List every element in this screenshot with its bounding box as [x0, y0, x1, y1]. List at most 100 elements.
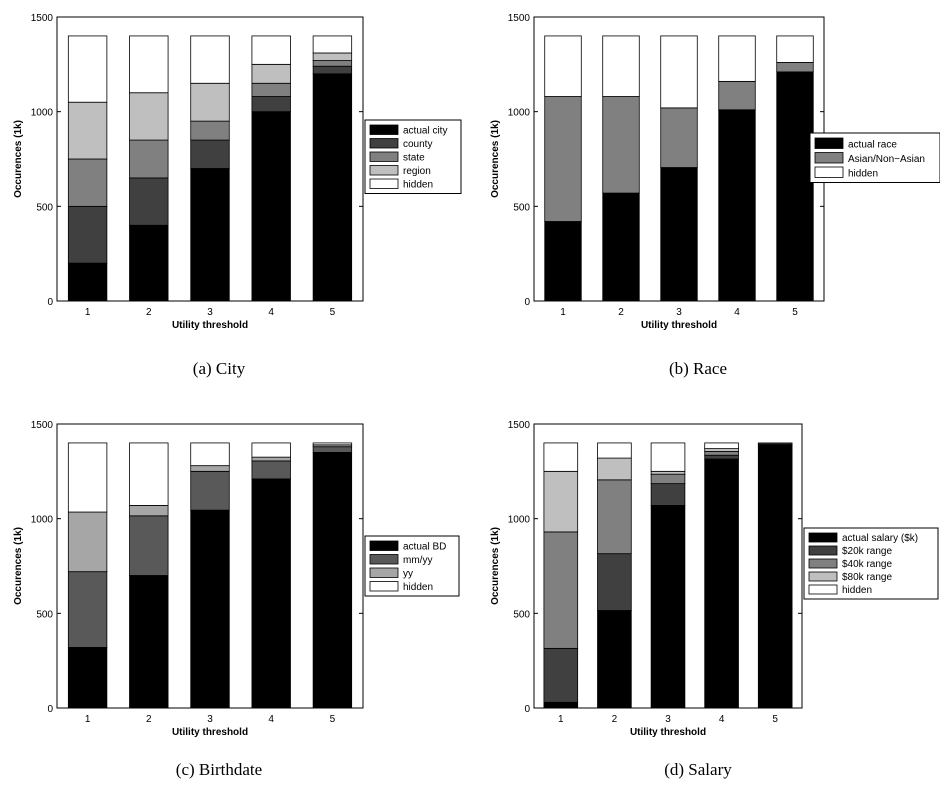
bar-segment	[251, 111, 291, 302]
bar-segment	[67, 205, 108, 264]
bar-segment	[704, 454, 739, 460]
bar-segment	[129, 224, 169, 302]
bar-segment	[704, 442, 739, 450]
bar-segment	[312, 446, 353, 453]
legend-entry: actual city	[403, 126, 447, 137]
legend-entry: hidden	[403, 582, 433, 593]
bar-segment	[190, 168, 230, 302]
bar-segment	[757, 442, 793, 445]
bar-segment	[251, 442, 291, 458]
y-tick-label: 0	[47, 704, 53, 715]
bar-segment	[312, 442, 353, 446]
legend: actual city county state region hidden	[364, 119, 462, 194]
bar-segment	[190, 509, 230, 709]
bar-segment	[251, 460, 291, 480]
legend: actual BD mm/yy yy hidden	[364, 535, 460, 597]
bar-segment	[129, 35, 169, 94]
bar-segment	[718, 80, 756, 111]
x-tick-label: 5	[792, 307, 798, 318]
bar-segment	[650, 483, 686, 506]
bar-segment	[129, 177, 169, 226]
legend-entry: mm/yy	[403, 555, 432, 566]
bar-segment	[718, 35, 756, 82]
y-tick-label: 500	[36, 202, 53, 213]
bar-segment	[650, 505, 686, 709]
bar-segment	[312, 451, 353, 709]
legend-entry: county	[403, 139, 432, 150]
bar-segment	[776, 71, 814, 302]
x-tick-label: 2	[612, 714, 618, 725]
x-tick-label: 1	[85, 714, 91, 725]
bar-segment	[597, 553, 632, 611]
bar-segment	[129, 575, 169, 709]
legend-swatch	[369, 151, 399, 162]
bar-segment	[597, 457, 632, 481]
bar-segment	[251, 35, 291, 65]
bar-segment	[597, 442, 632, 459]
bar-segment	[190, 82, 230, 122]
y-tick-label: 1000	[31, 515, 54, 526]
bar-segment	[251, 96, 291, 113]
subplot-1: 1 2 3 4 5 0 500 1000 1500 Utility threshold Occure…	[13, 13, 462, 378]
y-axis-label: Occurences (1k)	[13, 120, 24, 198]
y-tick-label: 1000	[508, 108, 531, 119]
bar-segment	[543, 470, 579, 533]
x-tick-label: 2	[618, 307, 624, 318]
x-tick-label: 5	[330, 307, 336, 318]
legend-swatch	[814, 152, 844, 164]
subplot-3: 1 2 3 4 5 0 500 1000 1500 Utility threshold Occure…	[13, 420, 460, 779]
legend-swatch	[369, 567, 399, 578]
y-axis-label: Occurences (1k)	[13, 527, 24, 605]
bar-segment	[129, 442, 169, 506]
y-tick-label: 1500	[31, 420, 54, 431]
bar-segment	[602, 192, 640, 302]
legend-swatch	[369, 165, 399, 176]
bar-segment	[660, 107, 698, 168]
x-tick-label: 4	[719, 714, 725, 725]
x-tick-label: 1	[85, 307, 91, 318]
bar-segment	[190, 120, 230, 141]
x-tick-label: 1	[558, 714, 564, 725]
bar-segment	[190, 465, 230, 472]
legend-swatch	[369, 178, 399, 189]
y-tick-label: 500	[36, 609, 53, 620]
bar-segment	[251, 478, 291, 709]
subplot-caption: (c) Birthdate	[176, 760, 262, 779]
legend-entry: state	[403, 153, 425, 164]
bar-segment	[129, 92, 169, 141]
bar-segment	[190, 442, 230, 467]
bar-segment	[597, 610, 632, 709]
x-tick-label: 3	[665, 714, 671, 725]
bar-segment	[67, 647, 108, 709]
bar-segment	[650, 470, 686, 475]
bar-segment	[660, 167, 698, 302]
legend-entry: Asian/Non−Asian	[848, 154, 925, 165]
subplot-caption: (a) City	[193, 359, 246, 378]
x-tick-label: 2	[146, 714, 152, 725]
legend-swatch	[369, 540, 399, 551]
bar-segment	[190, 470, 230, 511]
bar-segment	[597, 479, 632, 555]
x-tick-label: 3	[207, 307, 213, 318]
x-axis-label: Utility threshold	[172, 320, 248, 331]
bar-segment	[251, 456, 291, 462]
x-axis-label: Utility threshold	[630, 727, 706, 738]
bar-segment	[650, 442, 686, 472]
x-tick-label: 4	[734, 307, 740, 318]
legend-swatch	[814, 166, 844, 178]
legend-entry: yy	[403, 569, 413, 580]
bar-segment	[543, 531, 579, 649]
bar-segment	[718, 109, 756, 302]
bar-segment	[543, 442, 579, 472]
bar-segment	[67, 101, 108, 160]
y-tick-label: 500	[513, 609, 530, 620]
bar-segment	[67, 571, 108, 648]
legend-swatch	[814, 137, 844, 149]
legend-entry: actual salary ($k)	[842, 533, 918, 544]
legend-swatch	[808, 571, 838, 582]
bar-segment	[660, 35, 698, 109]
bar-segment	[544, 35, 582, 97]
bar-segment	[704, 451, 739, 456]
bar-segment	[190, 35, 230, 84]
